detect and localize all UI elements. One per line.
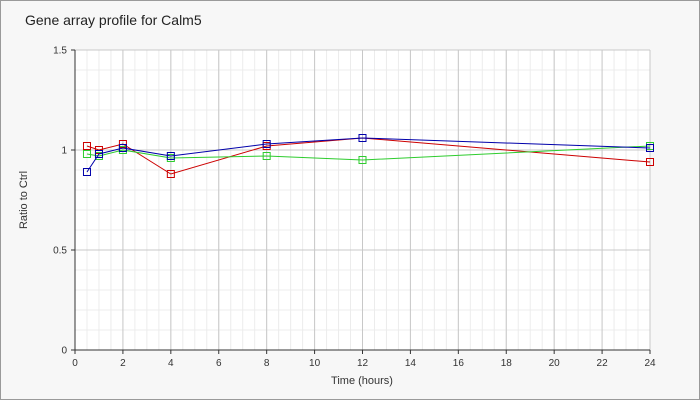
data-point: [166, 152, 175, 160]
data-point: [646, 144, 654, 152]
x-tick-label: 4: [168, 358, 174, 369]
x-tick-label: 16: [453, 358, 465, 369]
data-point: [358, 134, 367, 142]
x-tick-label: 10: [309, 358, 321, 369]
x-tick-label: 0: [72, 358, 78, 369]
x-tick-label: 12: [357, 358, 369, 369]
y-axis-label: Ratio to Ctrl: [18, 171, 30, 229]
y-tick-label: 0.5: [53, 246, 67, 257]
data-point: [82, 168, 91, 176]
chart-title: Gene array profile for Calm5: [25, 12, 202, 28]
y-tick-label: 1: [61, 146, 67, 157]
data-point: [82, 150, 91, 158]
x-tick-label: 14: [405, 358, 417, 369]
y-tick-label: 1.5: [53, 46, 67, 57]
series-line: [86, 137, 651, 173]
data-point: [82, 142, 91, 150]
data-point: [118, 144, 127, 152]
data-point: [358, 156, 367, 164]
x-tick-label: 6: [216, 358, 222, 369]
series-3: [82, 134, 654, 176]
x-tick-label: 18: [501, 358, 513, 369]
data-point: [646, 158, 654, 166]
data-point: [166, 170, 175, 178]
data-point: [262, 152, 271, 160]
axes: [71, 49, 651, 354]
x-tick-label: 24: [644, 358, 656, 369]
data-point: [262, 140, 271, 148]
x-tick-label: 8: [264, 358, 270, 369]
x-tick-label: 20: [549, 358, 561, 369]
y-tick-label: 0: [61, 346, 67, 357]
series-line: [86, 145, 651, 161]
data-point: [94, 150, 103, 158]
x-axis-label: Time (hours): [331, 375, 393, 387]
series-group: [82, 134, 654, 178]
x-tick-label: 22: [597, 358, 609, 369]
x-tick-label: 2: [120, 358, 126, 369]
